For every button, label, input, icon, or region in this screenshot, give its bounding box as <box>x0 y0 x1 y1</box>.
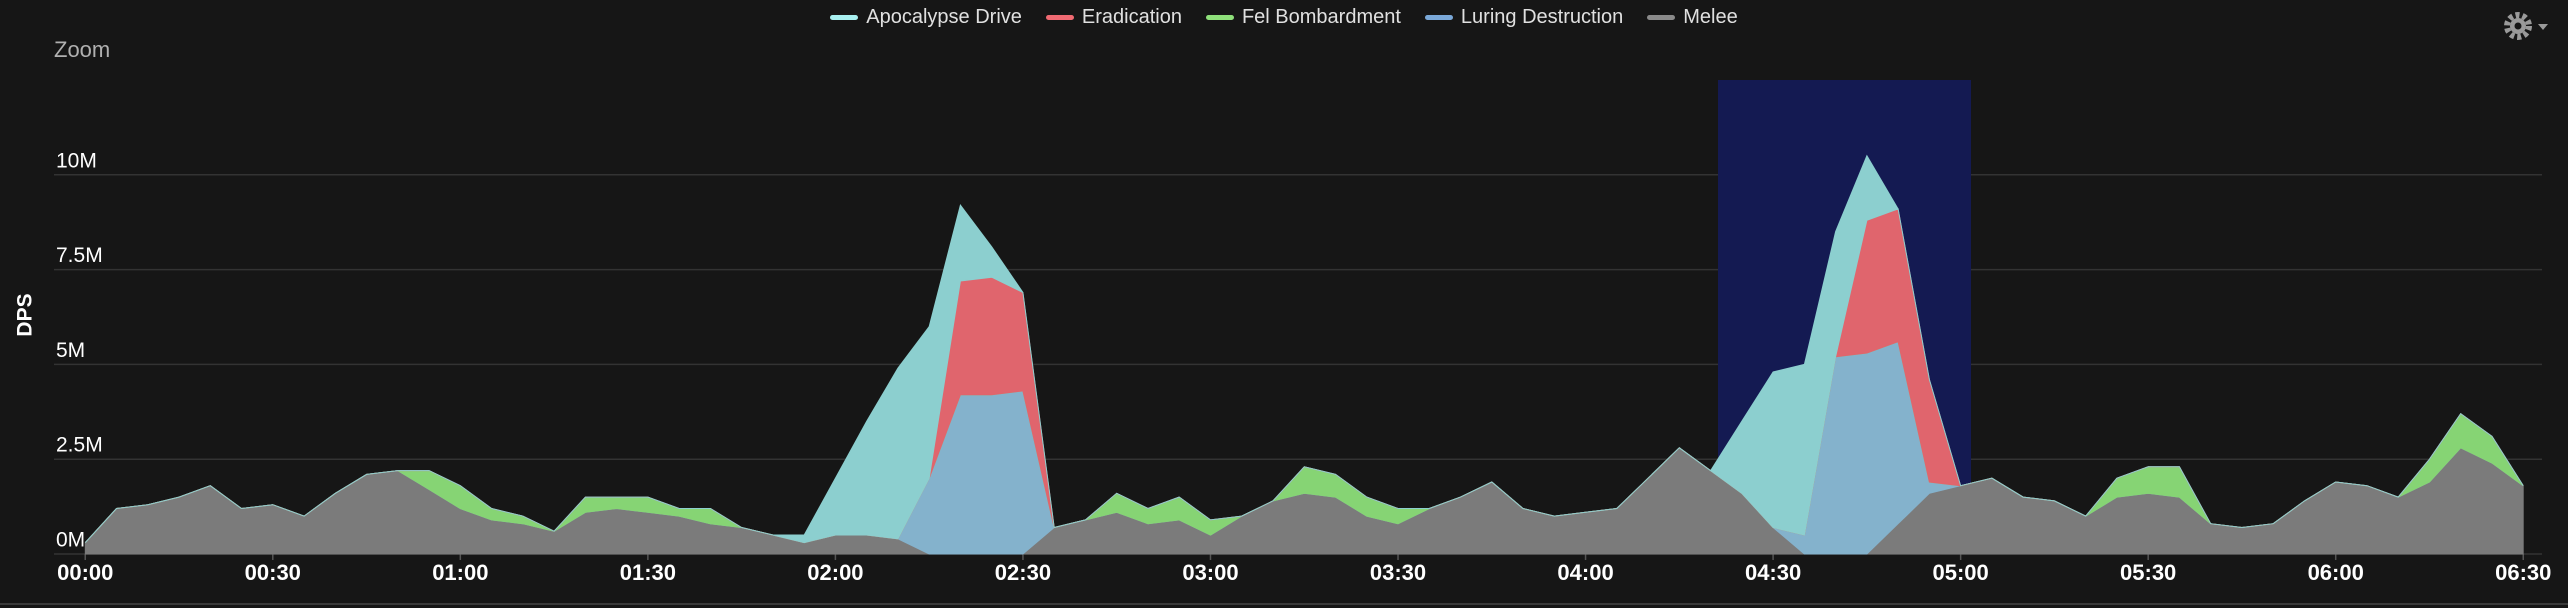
x-tick-label: 03:30 <box>1370 560 1426 585</box>
x-tick-label: 04:00 <box>1557 560 1613 585</box>
legend-swatch <box>1647 15 1676 20</box>
legend-item[interactable]: Melee <box>1647 6 1738 29</box>
x-tick-label: 05:00 <box>1932 560 1988 585</box>
legend-item[interactable]: Luring Destruction <box>1424 6 1624 29</box>
legend-swatch <box>1424 15 1453 20</box>
gear-teeth <box>2504 12 2532 40</box>
legend-item[interactable]: Eradication <box>1045 6 1182 29</box>
x-tick-label: 06:30 <box>2495 560 2551 585</box>
legend: Apocalypse Drive Eradication Fel Bombardme… <box>0 6 2568 29</box>
y-tick-label: 10M <box>56 149 97 172</box>
x-tick-label: 02:00 <box>807 560 863 585</box>
legend-label: Fel Bombardment <box>1241 6 1401 28</box>
x-tick-label: 04:30 <box>1745 560 1801 585</box>
dropdown-arrow <box>2538 24 2548 30</box>
legend-label: Melee <box>1683 6 1738 28</box>
area <box>84 154 2524 544</box>
legend-swatch <box>830 15 859 20</box>
x-tick-label: 00:00 <box>57 560 113 585</box>
x-tick-label: 01:30 <box>620 560 676 585</box>
gear-hole <box>2514 22 2522 30</box>
y-tick-label: 2.5M <box>56 434 103 457</box>
legend-swatch <box>1205 15 1234 20</box>
x-tick-label: 00:30 <box>245 560 301 585</box>
y-axis-label: DPS <box>14 293 37 336</box>
y-tick-label: 7.5M <box>56 244 103 267</box>
legend-item[interactable]: Fel Bombardment <box>1205 6 1401 29</box>
zoom-button[interactable]: Zoom <box>54 37 110 62</box>
settings-button[interactable] <box>2504 12 2548 40</box>
x-tick-label: 06:00 <box>2308 560 2364 585</box>
legend-label: Eradication <box>1081 6 1182 28</box>
x-tick-label: 02:30 <box>995 560 1051 585</box>
legend-item[interactable]: Apocalypse Drive <box>830 6 1022 29</box>
plot-area <box>84 154 2524 555</box>
x-tick-label: 03:00 <box>1182 560 1238 585</box>
x-tick-label: 05:30 <box>2120 560 2176 585</box>
legend-label: Apocalypse Drive <box>866 6 1022 28</box>
y-tick-label: 0M <box>56 529 85 552</box>
legend-swatch <box>1045 15 1074 20</box>
labels: 0M 2.5M 5M 7.5M 10M 00:00 00:30 01:00 01:30 02:00… <box>56 149 2551 584</box>
legend-label: Luring Destruction <box>1460 6 1624 28</box>
x-tick-label: 01:00 <box>432 560 488 585</box>
y-tick-label: 5M <box>56 339 85 362</box>
